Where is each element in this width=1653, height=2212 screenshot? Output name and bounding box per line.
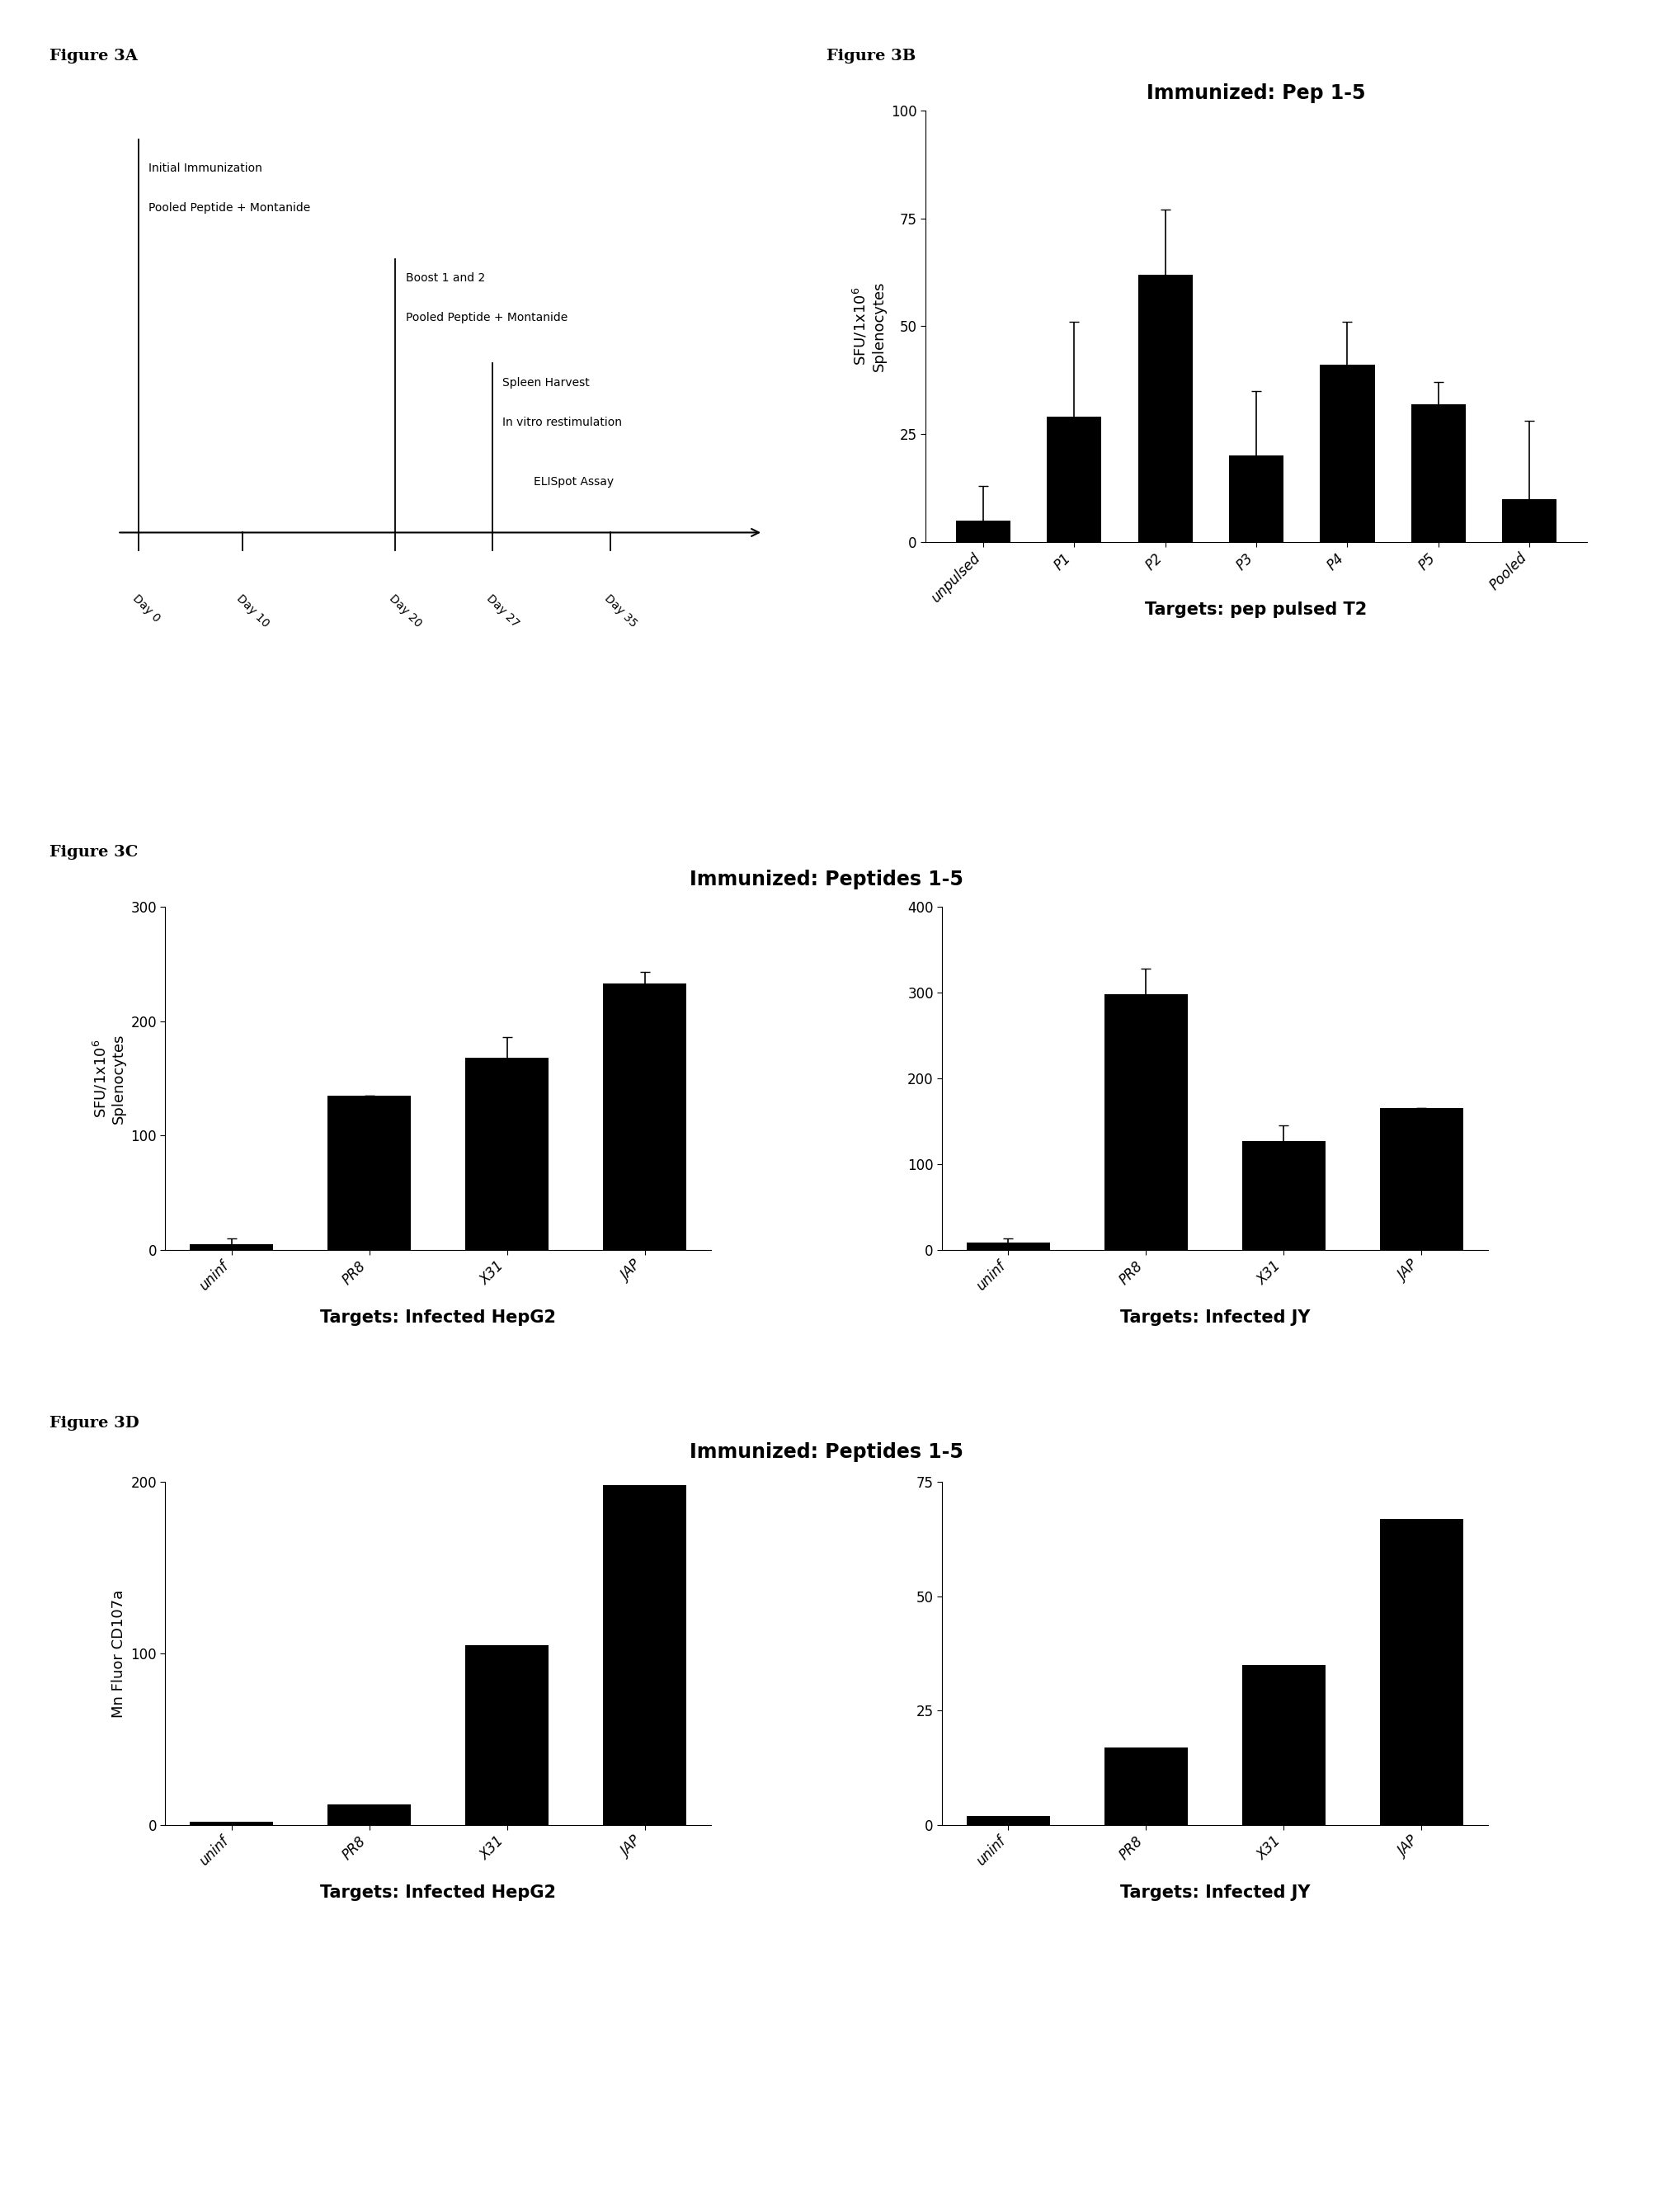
Text: Day 27: Day 27	[484, 593, 521, 628]
Text: Pooled Peptide + Montanide: Pooled Peptide + Montanide	[405, 312, 567, 323]
Bar	[327, 1095, 410, 1250]
Text: Figure 3D: Figure 3D	[50, 1416, 139, 1431]
Bar	[967, 1243, 1050, 1250]
Text: Figure 3B: Figure 3B	[826, 49, 916, 64]
Bar	[1503, 500, 1557, 542]
Text: Targets: Infected JY: Targets: Infected JY	[1119, 1310, 1311, 1325]
Text: Targets: pep pulsed T2: Targets: pep pulsed T2	[1146, 602, 1367, 617]
Bar	[1243, 1141, 1326, 1250]
Text: Day 10: Day 10	[235, 593, 271, 630]
Bar	[327, 1805, 410, 1825]
Bar	[955, 520, 1010, 542]
Text: Figure 3A: Figure 3A	[50, 49, 137, 64]
Text: Immunized: Peptides 1-5: Immunized: Peptides 1-5	[689, 869, 964, 889]
Y-axis label: Mn Fluor CD107a: Mn Fluor CD107a	[111, 1590, 126, 1717]
Text: ELISpot Assay: ELISpot Assay	[534, 476, 613, 487]
Bar	[1137, 274, 1192, 542]
Bar	[603, 984, 686, 1250]
Bar	[190, 1820, 273, 1825]
Bar	[603, 1486, 686, 1825]
Text: Day 20: Day 20	[387, 593, 423, 628]
Text: Day 35: Day 35	[602, 593, 640, 628]
Text: Spleen Harvest: Spleen Harvest	[503, 376, 590, 389]
Text: Day 0: Day 0	[131, 593, 162, 624]
Bar	[1046, 416, 1101, 542]
Bar	[1228, 456, 1284, 542]
Bar	[190, 1243, 273, 1250]
Text: Boost 1 and 2: Boost 1 and 2	[405, 272, 484, 283]
Text: Initial Immunization: Initial Immunization	[149, 164, 263, 175]
Bar	[1380, 1108, 1463, 1250]
Bar	[1380, 1520, 1463, 1825]
Text: Targets: Infected JY: Targets: Infected JY	[1119, 1885, 1311, 1900]
Bar	[1412, 405, 1466, 542]
Bar	[1243, 1666, 1326, 1825]
Y-axis label: SFU/1x10$^6$
Splenocytes: SFU/1x10$^6$ Splenocytes	[851, 281, 886, 372]
Bar	[1104, 1747, 1187, 1825]
Bar	[967, 1816, 1050, 1825]
Bar	[1104, 995, 1187, 1250]
Text: Targets: Infected HepG2: Targets: Infected HepG2	[321, 1310, 555, 1325]
Bar	[466, 1057, 549, 1250]
Text: In vitro restimulation: In vitro restimulation	[503, 416, 622, 429]
Text: Immunized: Peptides 1-5: Immunized: Peptides 1-5	[689, 1442, 964, 1462]
Y-axis label: SFU/1x10$^6$
Splenocytes: SFU/1x10$^6$ Splenocytes	[91, 1033, 126, 1124]
Text: Figure 3C: Figure 3C	[50, 845, 139, 860]
Text: Pooled Peptide + Montanide: Pooled Peptide + Montanide	[149, 204, 311, 215]
Title: Immunized: Pep 1-5: Immunized: Pep 1-5	[1147, 84, 1365, 104]
Bar	[1321, 365, 1375, 542]
Text: Targets: Infected HepG2: Targets: Infected HepG2	[321, 1885, 555, 1900]
Bar	[466, 1646, 549, 1825]
